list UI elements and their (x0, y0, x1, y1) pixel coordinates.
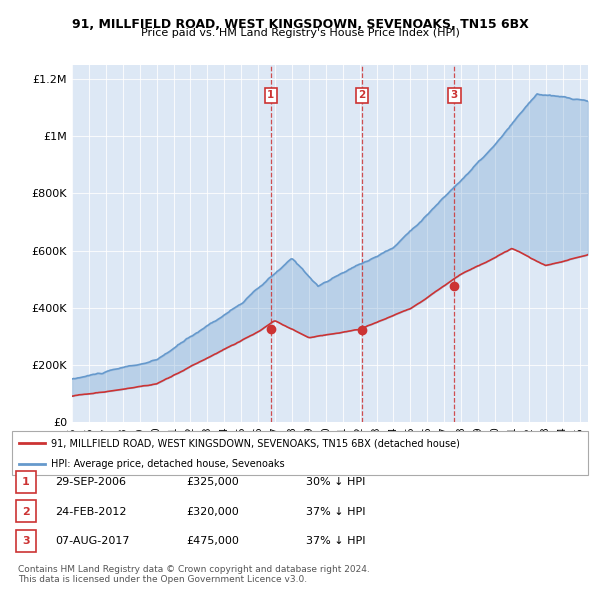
Text: 37% ↓ HPI: 37% ↓ HPI (306, 507, 365, 516)
Text: 2: 2 (22, 507, 29, 516)
Text: 30% ↓ HPI: 30% ↓ HPI (306, 477, 365, 487)
Text: 29-SEP-2006: 29-SEP-2006 (55, 477, 126, 487)
Text: £325,000: £325,000 (186, 477, 239, 487)
Text: £475,000: £475,000 (186, 536, 239, 546)
Text: 1: 1 (22, 477, 29, 487)
Text: 91, MILLFIELD ROAD, WEST KINGSDOWN, SEVENOAKS, TN15 6BX: 91, MILLFIELD ROAD, WEST KINGSDOWN, SEVE… (71, 18, 529, 31)
Text: 37% ↓ HPI: 37% ↓ HPI (306, 536, 365, 546)
Text: Contains HM Land Registry data © Crown copyright and database right 2024.
This d: Contains HM Land Registry data © Crown c… (18, 565, 370, 584)
Text: 2: 2 (359, 90, 366, 100)
Text: £320,000: £320,000 (186, 507, 239, 516)
Text: 24-FEB-2012: 24-FEB-2012 (55, 507, 127, 516)
Text: HPI: Average price, detached house, Sevenoaks: HPI: Average price, detached house, Seve… (51, 459, 285, 469)
Text: 3: 3 (451, 90, 458, 100)
Text: 1: 1 (267, 90, 274, 100)
FancyBboxPatch shape (12, 431, 588, 475)
Text: 07-AUG-2017: 07-AUG-2017 (55, 536, 130, 546)
Text: 91, MILLFIELD ROAD, WEST KINGSDOWN, SEVENOAKS, TN15 6BX (detached house): 91, MILLFIELD ROAD, WEST KINGSDOWN, SEVE… (51, 438, 460, 448)
Text: Price paid vs. HM Land Registry's House Price Index (HPI): Price paid vs. HM Land Registry's House … (140, 28, 460, 38)
Text: 3: 3 (22, 536, 29, 546)
